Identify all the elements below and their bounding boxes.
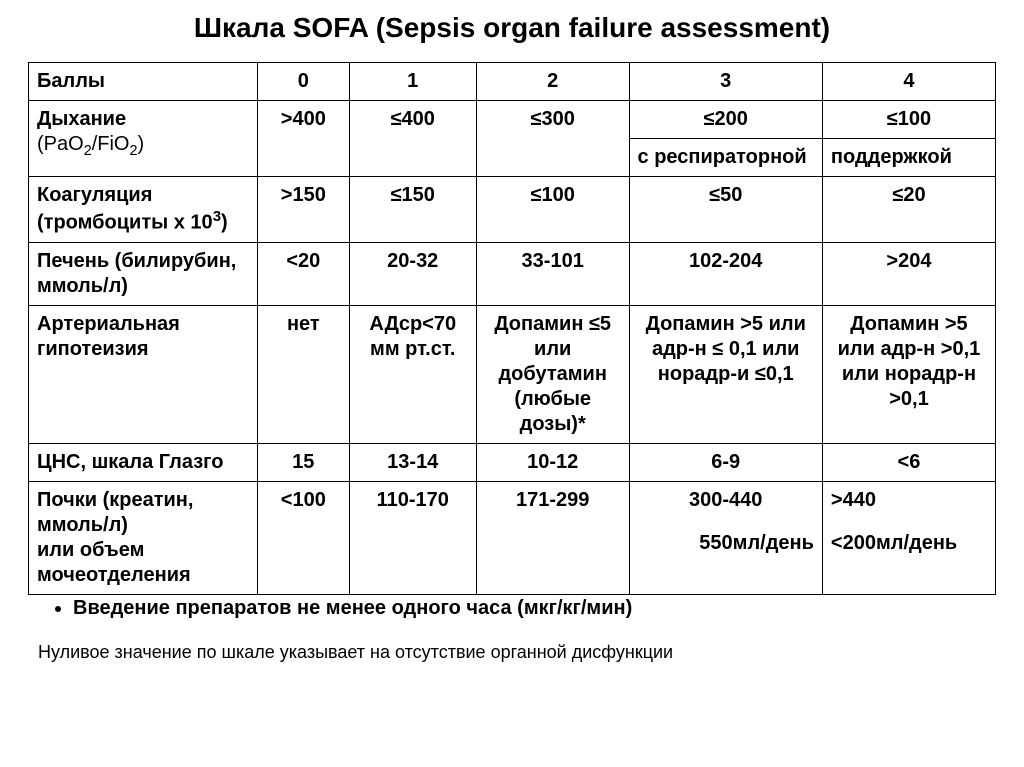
header-4: 4: [822, 63, 995, 101]
liver-2: 33-101: [476, 242, 629, 305]
cns-2: 10-12: [476, 443, 629, 481]
row-renal: Почки (креатин, ммоль/л) или объем мочео…: [29, 481, 996, 594]
table-header-row: Баллы 0 1 2 3 4: [29, 63, 996, 101]
cns-4: <6: [822, 443, 995, 481]
renal-4b: <200мл/день: [831, 531, 987, 556]
coagulation-3: ≤50: [629, 177, 822, 243]
cns-3: 6-9: [629, 443, 822, 481]
hypotension-4: Допамин >5 или адр-н >0,1 или норадр-н >…: [822, 305, 995, 443]
renal-3: 300-440 550мл/день: [629, 481, 822, 594]
renal-3b: 550мл/день: [638, 531, 814, 556]
respiration-3-extra: с респираторной: [629, 139, 822, 177]
respiration-3: ≤200: [629, 101, 822, 139]
coagulation-0: >150: [258, 177, 350, 243]
coagulation-label: Коагуляция (тромбоциты х 103): [29, 177, 258, 243]
renal-4a: >440: [831, 488, 987, 513]
header-label: Баллы: [29, 63, 258, 101]
liver-label: Печень (билирубин, ммоль/л): [29, 242, 258, 305]
liver-3: 102-204: [629, 242, 822, 305]
coagulation-4: ≤20: [822, 177, 995, 243]
row-liver: Печень (билирубин, ммоль/л) <20 20-32 33…: [29, 242, 996, 305]
row-hypotension: Артериальная гипотеизия нет АДср<70 мм р…: [29, 305, 996, 443]
header-1: 1: [349, 63, 476, 101]
hypotension-2: Допамин ≤5 или добутамин (любые дозы)*: [476, 305, 629, 443]
respiration-unit: (PaO2/FiO2): [37, 133, 144, 155]
footnote-bullet: Введение препаратов не менее одного часа…: [73, 597, 996, 620]
respiration-label: Дыхание (PaO2/FiO2): [29, 101, 258, 177]
renal-1: 110-170: [349, 481, 476, 594]
header-2: 2: [476, 63, 629, 101]
renal-3a: 300-440: [638, 488, 814, 513]
coagulation-2: ≤100: [476, 177, 629, 243]
coagulation-1: ≤150: [349, 177, 476, 243]
liver-0: <20: [258, 242, 350, 305]
hypotension-1: АДср<70 мм рт.ст.: [349, 305, 476, 443]
row-coagulation: Коагуляция (тромбоциты х 103) >150 ≤150 …: [29, 177, 996, 243]
bottom-note: Нуливое значение по шкале указывает на о…: [38, 642, 996, 663]
respiration-4-extra: поддержкой: [822, 139, 995, 177]
respiration-1: ≤400: [349, 101, 476, 177]
respiration-2: ≤300: [476, 101, 629, 177]
liver-1: 20-32: [349, 242, 476, 305]
header-3: 3: [629, 63, 822, 101]
hypotension-0: нет: [258, 305, 350, 443]
hypotension-label: Артериальная гипотеизия: [29, 305, 258, 443]
sofa-table: Баллы 0 1 2 3 4 Дыхание (PaO2/FiO2) >400…: [28, 62, 996, 595]
header-0: 0: [258, 63, 350, 101]
cns-label: ЦНС, шкала Глазго: [29, 443, 258, 481]
liver-4: >204: [822, 242, 995, 305]
cns-0: 15: [258, 443, 350, 481]
respiration-0: >400: [258, 101, 350, 177]
page-root: Шкала SOFA (Sepsis organ failure assessm…: [0, 0, 1024, 663]
row-cns: ЦНС, шкала Глазго 15 13-14 10-12 6-9 <6: [29, 443, 996, 481]
renal-0: <100: [258, 481, 350, 594]
renal-4: >440 <200мл/день: [822, 481, 995, 594]
respiration-label-main: Дыхание: [37, 108, 126, 130]
cns-1: 13-14: [349, 443, 476, 481]
footnote-list: Введение препаратов не менее одного часа…: [73, 597, 996, 620]
renal-label: Почки (креатин, ммоль/л) или объем мочео…: [29, 481, 258, 594]
respiration-4: ≤100: [822, 101, 995, 139]
renal-2: 171-299: [476, 481, 629, 594]
row-respiration: Дыхание (PaO2/FiO2) >400 ≤400 ≤300 ≤200 …: [29, 101, 996, 139]
page-title: Шкала SOFA (Sepsis organ failure assessm…: [28, 12, 996, 44]
hypotension-3: Допамин >5 или адр-н ≤ 0,1 или норадр-и …: [629, 305, 822, 443]
